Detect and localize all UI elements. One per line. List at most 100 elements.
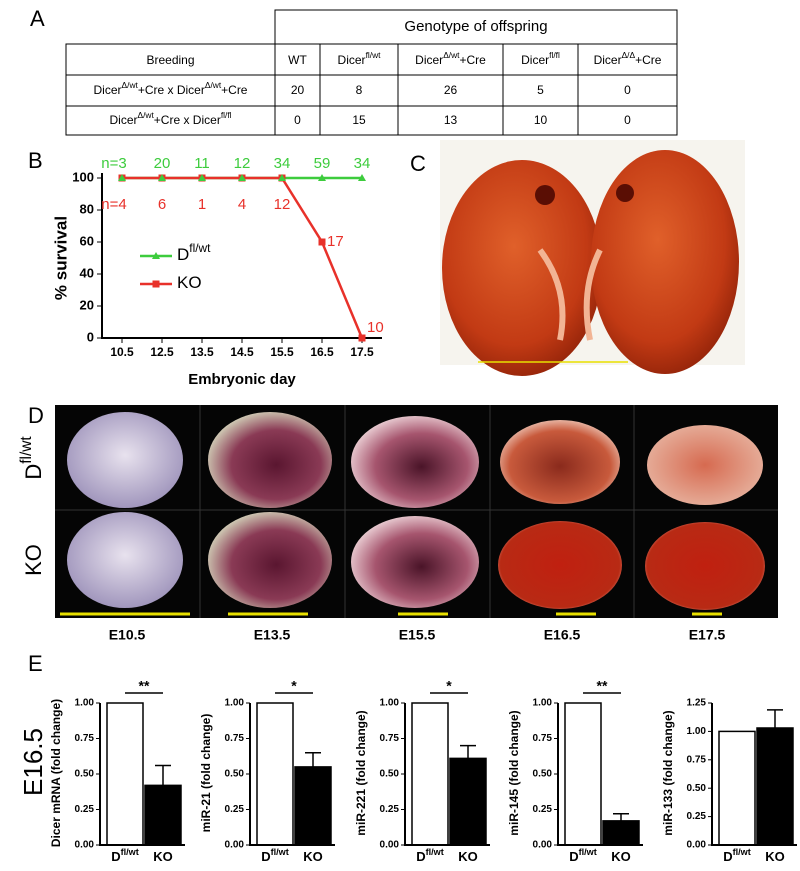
y-axis-label: % survival [51, 216, 70, 300]
error-bar [767, 709, 783, 728]
y-tick-label: 40 [80, 265, 94, 280]
x-tick-label: Dfl/wt [723, 847, 751, 864]
n-label: 11 [194, 155, 210, 172]
table-cell: 15 [352, 113, 366, 127]
error-bar [460, 744, 476, 759]
text-part: D [177, 245, 189, 264]
point [318, 174, 326, 181]
y-tick-label: 60 [80, 233, 94, 248]
superscript: fl/fl [221, 110, 232, 120]
photo-c [440, 140, 745, 376]
text-part: +Cre [635, 53, 662, 67]
superscript: Δ/wt [122, 80, 139, 90]
error-bar [155, 764, 171, 786]
point [152, 280, 160, 288]
y-tick-label: 0.75 [687, 754, 707, 765]
text-part: Dicer [415, 53, 443, 67]
n-label: 1 [198, 196, 206, 213]
x-tick-label: 15.5 [270, 345, 294, 359]
bar [718, 730, 756, 846]
superscript: Δ/Δ [622, 50, 636, 60]
text-part: Breeding [146, 53, 194, 67]
superscript: fl/wt [579, 847, 597, 857]
point [358, 334, 366, 342]
superscript: fl/wt [189, 241, 211, 255]
point [278, 174, 286, 181]
n-label: 59 [314, 155, 331, 172]
y-tick-label: 0.75 [533, 733, 553, 744]
text-part: KO [458, 849, 478, 864]
y-tick-label: 0.00 [533, 840, 553, 851]
x-tick-label: KO [153, 849, 173, 864]
text-part: KO [765, 849, 785, 864]
y-tick-label: 0.25 [225, 804, 245, 815]
y-tick-label: 0.50 [225, 769, 245, 780]
n-label: 12 [234, 155, 251, 172]
panel-label: A [30, 6, 45, 31]
panel-label: B [28, 148, 43, 173]
table-cell: 8 [356, 83, 363, 97]
x-tick-label: 17.5 [350, 345, 374, 359]
legend-label: KO [177, 273, 202, 292]
superscript: fl/wt [271, 847, 289, 857]
y-tick-label: 0.00 [225, 840, 245, 851]
superscript: Δ/wt [443, 50, 460, 60]
superscript: fl/wt [733, 847, 751, 857]
table-cell: 0 [624, 113, 631, 127]
y-tick-label: 1.00 [533, 698, 553, 709]
significance: ** [139, 678, 150, 694]
text-part: +Cre [221, 83, 248, 97]
text-part: D [111, 849, 120, 864]
significance: * [446, 678, 452, 694]
superscript: fl/fl [549, 50, 560, 60]
text-part: Dicer [338, 53, 366, 67]
n-label: 4 [238, 196, 246, 213]
column-header: Breeding [146, 53, 194, 67]
bar [106, 702, 144, 846]
table-cell: 26 [444, 83, 458, 97]
bar [564, 702, 602, 846]
text-part: D [21, 464, 46, 480]
column-label: E16.5 [544, 627, 581, 643]
table-grid [65, 9, 678, 136]
y-tick-label: 0.50 [380, 769, 400, 780]
point [238, 174, 246, 181]
y-tick-label: 0.50 [687, 783, 707, 794]
y-tick-label: 100 [72, 169, 94, 184]
n-label: 34 [354, 155, 371, 172]
bar [294, 766, 332, 846]
point [198, 174, 206, 181]
bar [756, 727, 794, 846]
column-header: DicerΔ/Δ+Cre [594, 50, 662, 67]
bar [256, 702, 294, 846]
text-part: KO [153, 849, 173, 864]
column-label: E17.5 [689, 627, 726, 643]
x-tick-label: 10.5 [110, 345, 134, 359]
column-label: E10.5 [109, 627, 146, 643]
error-bar [305, 751, 321, 767]
text-part: KO [303, 849, 323, 864]
y-tick-label: 80 [80, 201, 94, 216]
text-part: KO [177, 273, 202, 292]
text-part: +Cre [459, 53, 486, 67]
table-cell: 10 [534, 113, 548, 127]
table-cell: 13 [444, 113, 458, 127]
x-tick-label: KO [611, 849, 631, 864]
text-part: Dicer [521, 53, 549, 67]
x-tick-label: KO [765, 849, 785, 864]
x-tick-label: KO [458, 849, 478, 864]
panel-side-label: E16.5 [18, 728, 48, 796]
superscript: Δ/wt [138, 110, 155, 120]
y-tick-label: 0.50 [75, 769, 95, 780]
n-label: 17 [327, 233, 344, 250]
bar [411, 702, 449, 846]
table-cell: 0 [624, 83, 631, 97]
column-label: E15.5 [399, 627, 436, 643]
y-tick-label: 0 [87, 329, 94, 344]
table-header: Genotype of offspring [404, 18, 547, 35]
panel-label: D [28, 403, 44, 428]
x-tick-label: Dfl/wt [261, 847, 289, 864]
y-tick-label: 0.50 [533, 769, 553, 780]
y-tick-label: 0.25 [380, 804, 400, 815]
x-tick-label: 14.5 [230, 345, 254, 359]
